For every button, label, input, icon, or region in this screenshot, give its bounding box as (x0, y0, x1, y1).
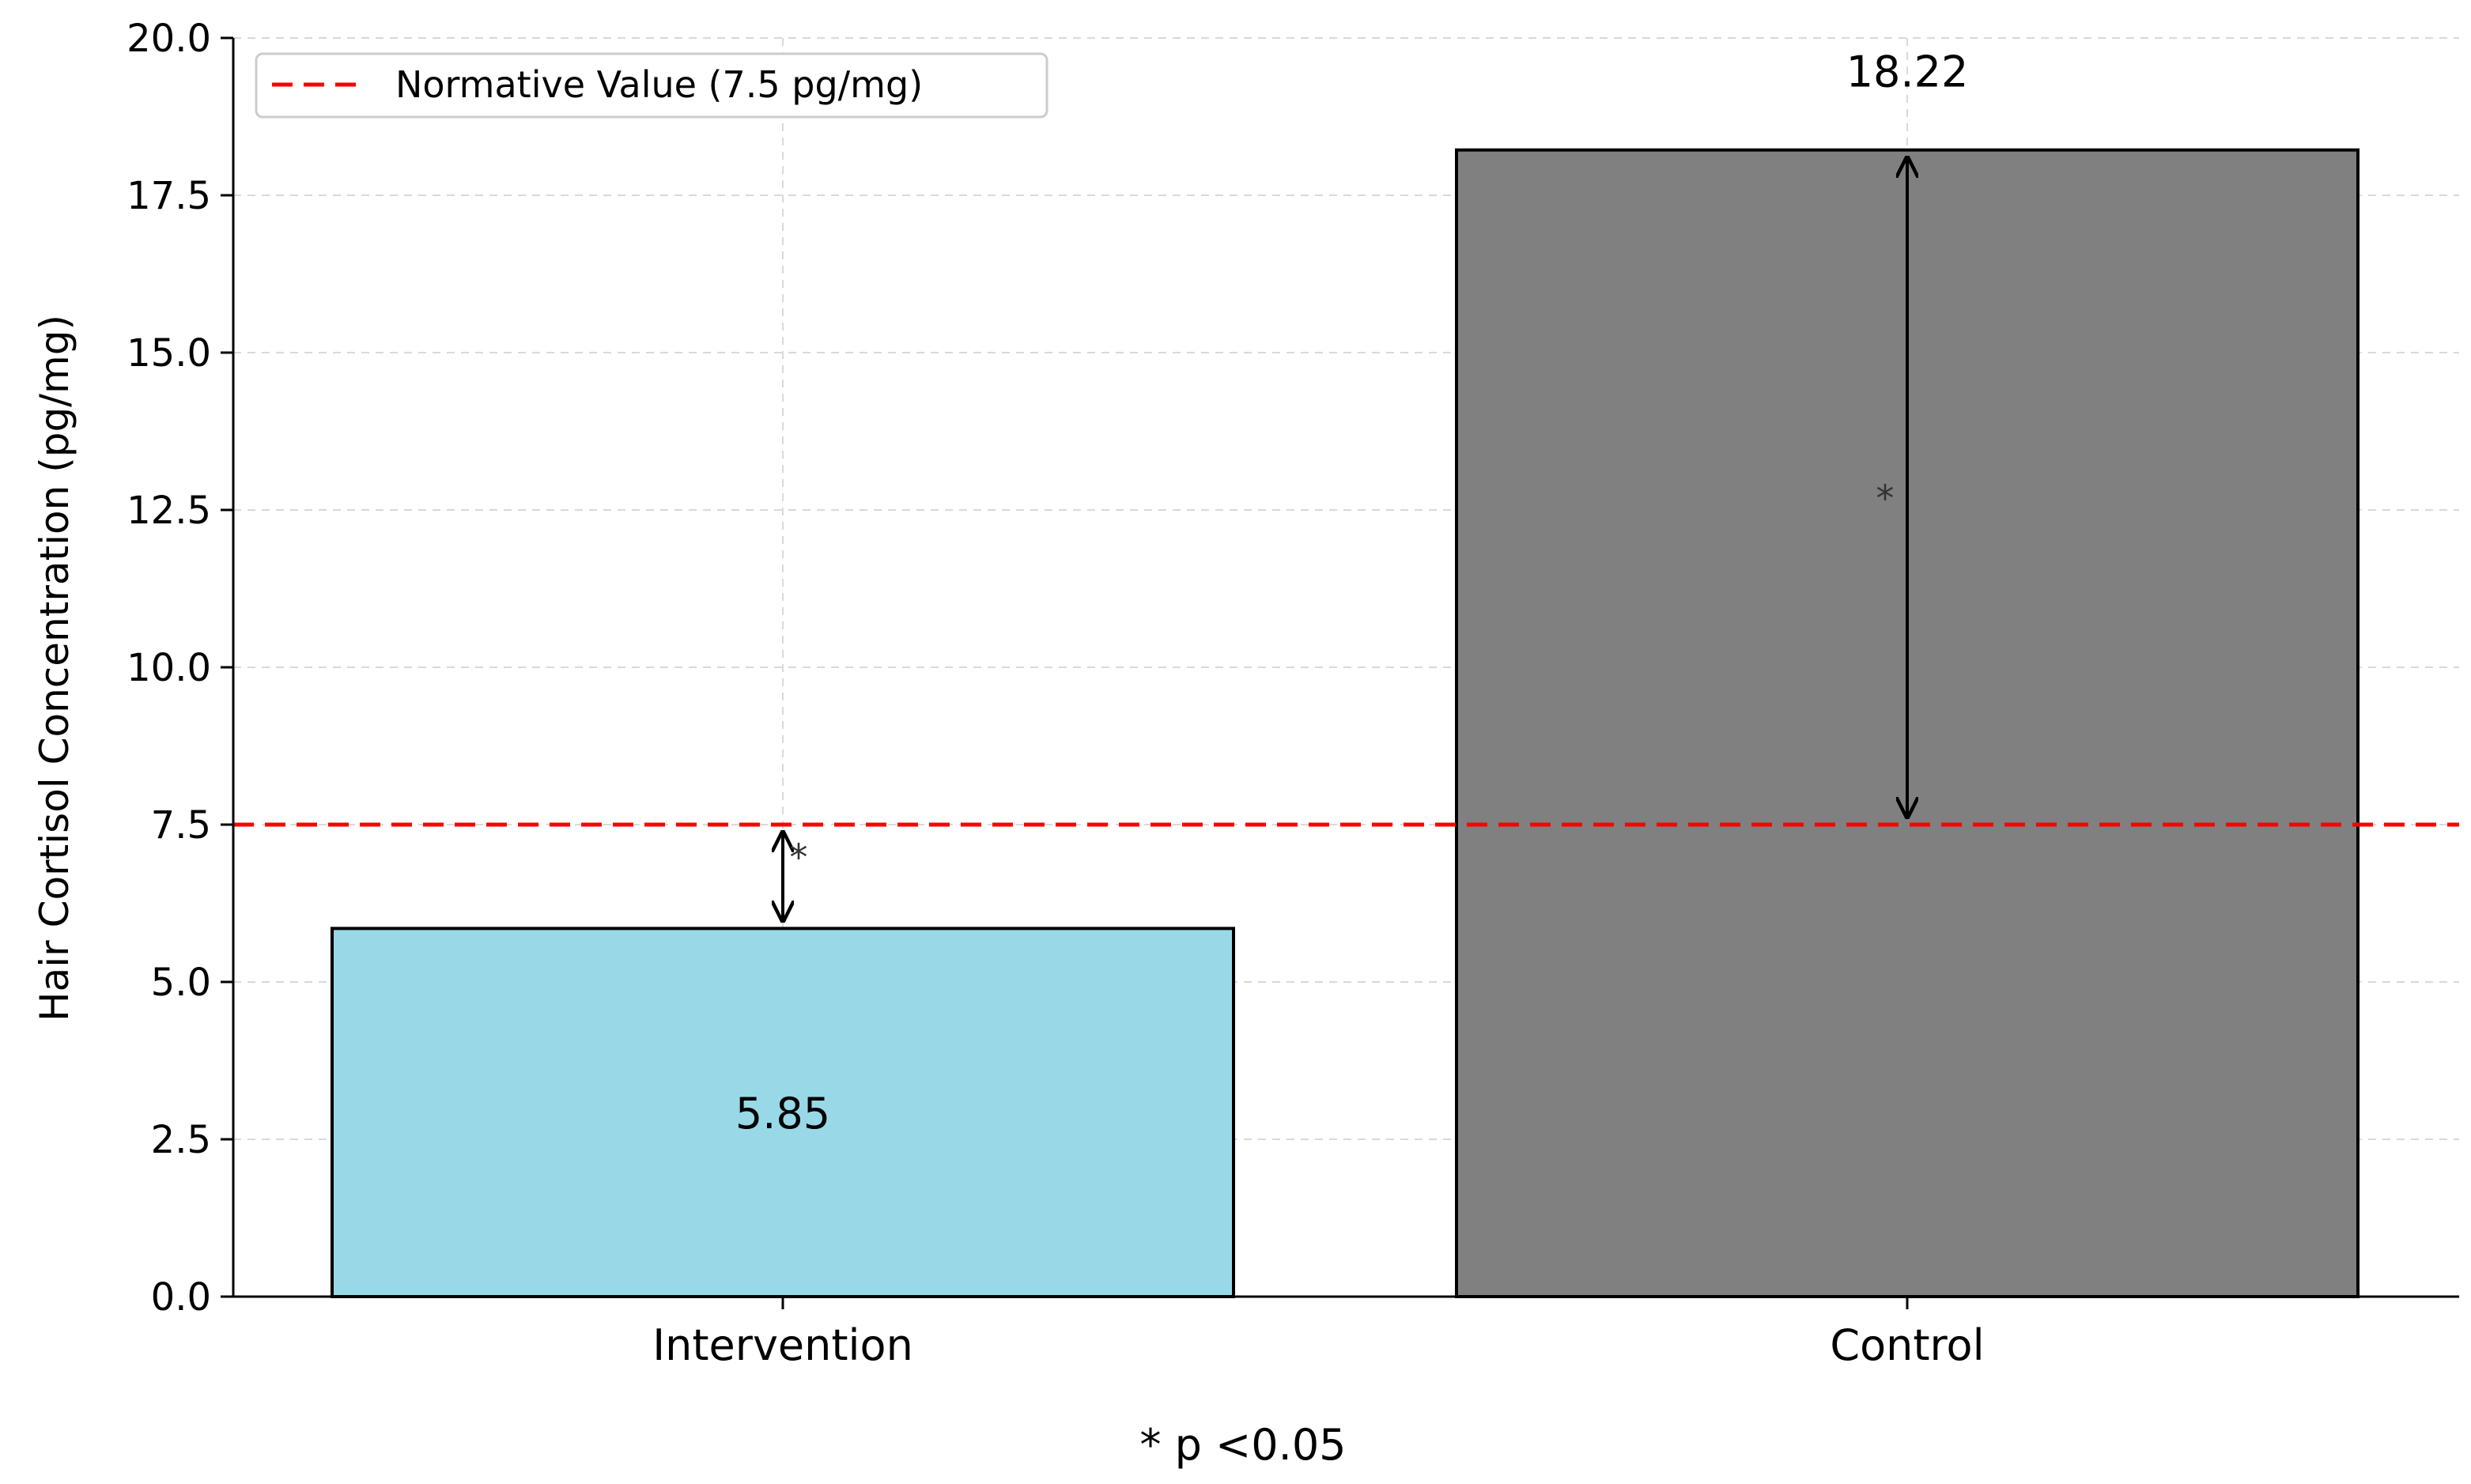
data-label-control: 18.22 (1846, 47, 1969, 97)
significance-marker: * (790, 836, 808, 879)
y-tick-label: 10.0 (127, 646, 211, 690)
y-tick-label: 2.5 (151, 1118, 211, 1162)
significance-marker: * (1876, 477, 1895, 519)
legend-box (255, 52, 1048, 119)
legend: Normative Value (7.5 pg/mg) (255, 52, 1048, 119)
bars (331, 148, 2360, 1299)
y-tick-label: 7.5 (151, 803, 211, 848)
x-tick-label-control: Control (1830, 1320, 1984, 1370)
y-tick-label: 15.0 (127, 331, 211, 376)
labels: 0.0 2.5 5.0 7.5 10.0 12.5 15.0 17.5 20.0 Interven… (127, 17, 1984, 1370)
y-tick-label: 0.0 (151, 1275, 211, 1320)
y-tick-label: 12.5 (127, 489, 211, 533)
axes (221, 36, 2459, 1309)
footnote: * p <0.05 (1139, 1420, 1346, 1470)
y-axis-label: Hair Cortisol Concentration (pg/mg) (32, 315, 77, 1021)
data-label-intervention: 5.85 (735, 1089, 830, 1138)
annotations: ** (783, 158, 1907, 921)
x-tick-label-intervention: Intervention (652, 1320, 913, 1370)
y-tick-label: 17.5 (127, 174, 211, 218)
y-tick-label: 5.0 (151, 961, 211, 1005)
legend-label: Normative Value (7.5 pg/mg) (395, 63, 923, 106)
y-tick-label: 20.0 (127, 17, 211, 61)
